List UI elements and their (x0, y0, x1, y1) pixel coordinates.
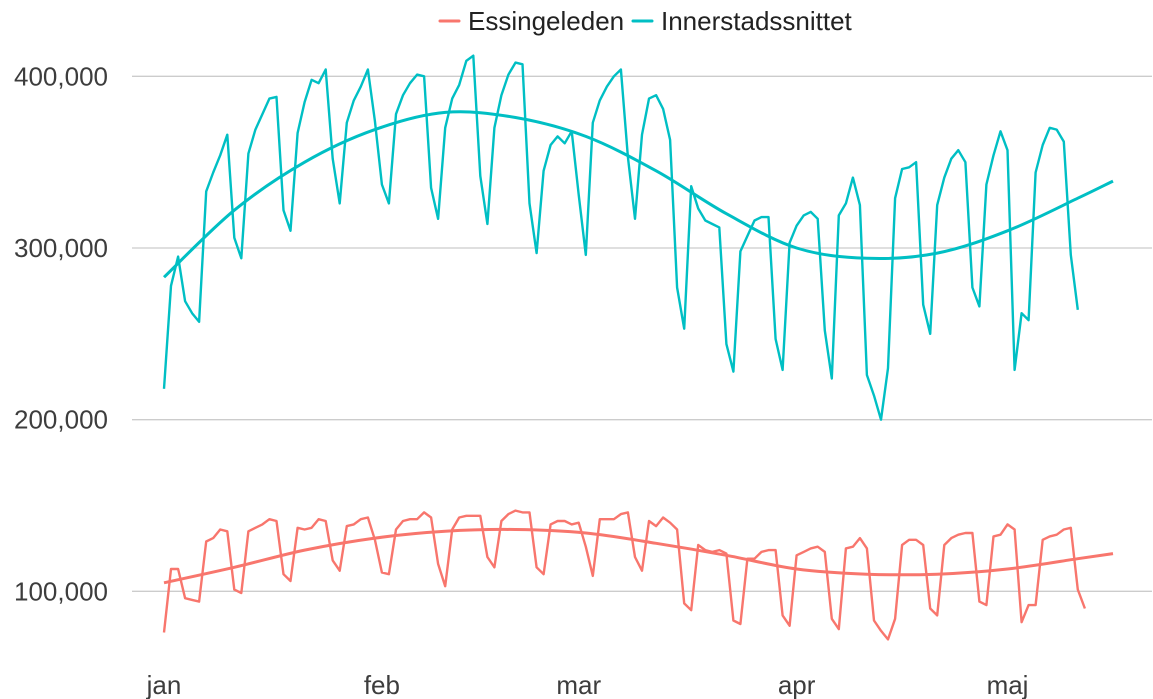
series-line-innerstadssnittet (162, 54, 1079, 421)
series-innerstadssnittet (162, 54, 1114, 421)
x-tick-label: mar (556, 670, 601, 699)
legend: Essingeleden Innerstadssnittet (438, 6, 853, 36)
y-gridlines (132, 75, 1152, 592)
legend-label-essingeleden: Essingeleden (468, 6, 624, 36)
y-tick-label: 200,000 (14, 405, 108, 435)
x-tick-label: maj (987, 670, 1029, 699)
legend-label-innerstadssnittet: Innerstadssnittet (661, 6, 853, 36)
y-axis-tick-labels: 100,000 200,000 300,000 400,000 (14, 61, 108, 606)
x-tick-label: jan (146, 670, 182, 699)
trend-line-essingeleden (163, 527, 1114, 585)
x-tick-label: apr (778, 670, 816, 699)
y-tick-label: 100,000 (14, 576, 108, 606)
y-tick-label: 400,000 (14, 61, 108, 91)
plot-series (162, 54, 1114, 641)
trend-line-innerstadssnittet (162, 110, 1114, 279)
x-axis-tick-labels: jan feb mar apr maj (146, 670, 1029, 699)
series-line-essingeleden (162, 509, 1087, 641)
x-tick-label: feb (364, 670, 400, 699)
series-essingeleden (162, 509, 1114, 641)
y-tick-label: 300,000 (14, 233, 108, 263)
